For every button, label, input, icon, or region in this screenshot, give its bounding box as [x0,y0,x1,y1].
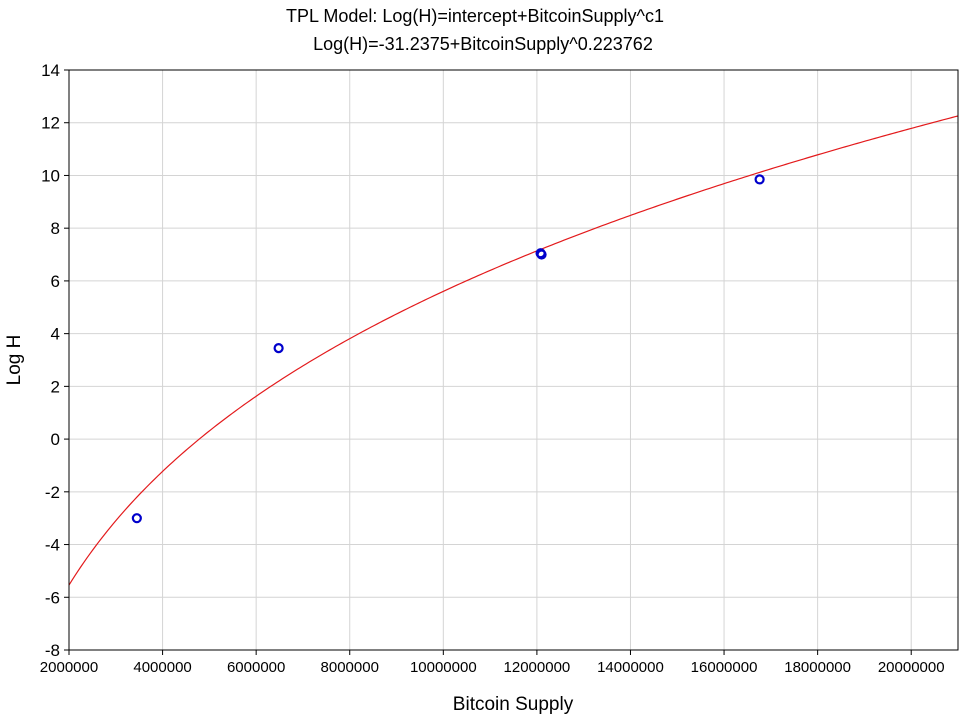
plot-frame [68,69,959,651]
y-axis-label: Log H [4,335,25,386]
x-tick-label: 10000000 [410,659,477,676]
x-tick-label: 4000000 [133,659,191,676]
chart-title: TPL Model: Log(H)=intercept+BitcoinSuppl… [286,6,664,26]
x-axis-ticks: 2000000 4000000 6000000 8000000 10000000 1200… [40,650,945,676]
y-tick-label: 2 [51,377,60,396]
x-tick-label: 18000000 [784,659,851,676]
x-tick-label: 12000000 [504,659,571,676]
x-tick-label: 2000000 [40,659,98,676]
y-tick-label: -8 [45,641,60,660]
y-tick-label: 14 [41,61,60,80]
data-point [131,513,142,524]
y-tick-label: -2 [45,483,60,502]
y-tick-label: -6 [45,588,60,607]
y-tick-label: 8 [51,219,60,238]
x-tick-label: 6000000 [227,659,285,676]
y-axis-ticks: -8 -6 -4 -2 0 2 4 6 8 10 12 14 [41,61,69,660]
chart-subtitle: Log(H)=-31.2375+BitcoinSupply^0.223762 [313,34,653,54]
y-tick-label: -4 [45,536,60,555]
y-tick-label: 6 [51,272,60,291]
y-tick-label: 10 [41,166,60,185]
x-tick-label: 8000000 [321,659,379,676]
x-axis-label: Bitcoin Supply [453,694,574,715]
fit-curve [69,115,958,586]
data-point [536,249,547,260]
x-tick-label: 14000000 [597,659,664,676]
x-tick-label: 16000000 [691,659,758,676]
y-tick-label: 0 [51,430,60,449]
x-tick-label: 20000000 [878,659,945,676]
y-tick-label: 4 [51,325,60,344]
fit-curve-layer [69,115,958,586]
data-point [754,174,765,185]
data-points-layer [131,174,765,524]
data-point [273,343,284,354]
y-tick-label: 12 [41,114,60,133]
